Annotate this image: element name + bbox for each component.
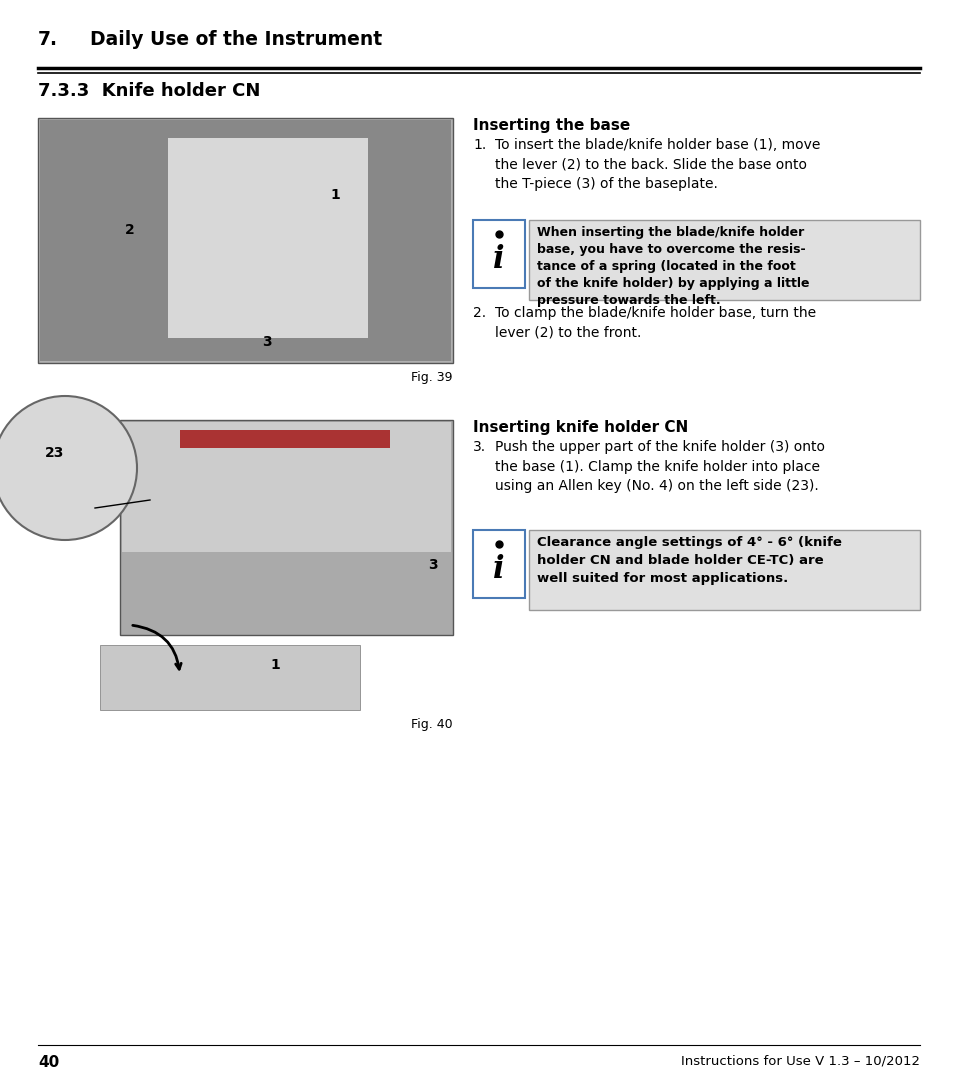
Text: To clamp the blade/knife holder base, turn the
lever (2) to the front.: To clamp the blade/knife holder base, tu… — [495, 306, 815, 339]
Text: When inserting the blade/knife holder
base, you have to overcome the resis-
tanc: When inserting the blade/knife holder ba… — [537, 226, 809, 307]
Bar — [473, 530, 524, 598]
Text: 3: 3 — [262, 335, 272, 349]
Bar — [100, 645, 359, 710]
Bar — [38, 118, 453, 363]
Text: Fig. 40: Fig. 40 — [411, 718, 453, 731]
Text: 7.: 7. — [38, 30, 58, 49]
Bar — [40, 120, 451, 361]
Text: Daily Use of the Instrument: Daily Use of the Instrument — [90, 30, 382, 49]
Bar — [180, 430, 390, 448]
Bar — [529, 530, 919, 610]
Bar — [529, 220, 919, 300]
Text: 2: 2 — [125, 222, 134, 237]
Text: 1: 1 — [330, 188, 339, 202]
Text: 1.: 1. — [473, 138, 486, 152]
Text: 23: 23 — [45, 446, 64, 460]
Text: i: i — [493, 554, 504, 585]
Text: Push the upper part of the knife holder (3) onto
the base (1). Clamp the knife h: Push the upper part of the knife holder … — [495, 440, 824, 492]
Circle shape — [0, 396, 137, 540]
Text: 1: 1 — [270, 658, 279, 672]
Text: Inserting the base: Inserting the base — [473, 118, 630, 133]
Text: i: i — [493, 244, 504, 275]
Text: 2.: 2. — [473, 306, 486, 320]
Text: Inserting knife holder CN: Inserting knife holder CN — [473, 420, 687, 435]
Text: Instructions for Use V 1.3 – 10/2012: Instructions for Use V 1.3 – 10/2012 — [680, 1055, 919, 1068]
Text: To insert the blade/knife holder base (1), move
the lever (2) to the back. Slide: To insert the blade/knife holder base (1… — [495, 138, 820, 191]
Text: 40: 40 — [38, 1055, 59, 1070]
Bar — [122, 422, 451, 552]
Bar — [120, 420, 453, 635]
Text: Clearance angle settings of 4° - 6° (knife
holder CN and blade holder CE-TC) are: Clearance angle settings of 4° - 6° (kni… — [537, 536, 841, 585]
Text: 3.: 3. — [473, 440, 486, 454]
Text: Fig. 39: Fig. 39 — [411, 372, 453, 384]
Bar — [473, 220, 524, 288]
Text: 7.3.3  Knife holder CN: 7.3.3 Knife holder CN — [38, 82, 260, 100]
Bar — [168, 138, 368, 338]
Text: 3: 3 — [428, 558, 437, 572]
